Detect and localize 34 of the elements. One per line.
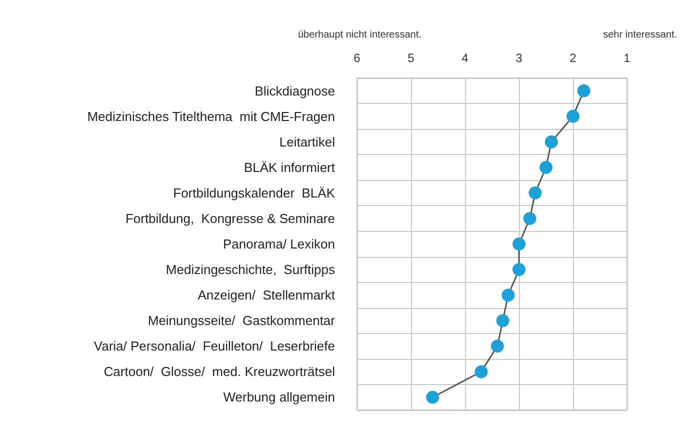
- point: [577, 84, 590, 98]
- y-tick-label: Blickdiagnose: [254, 83, 335, 98]
- y-tick-label: Leitartikel: [279, 134, 336, 150]
- point: [474, 365, 488, 378]
- y-tick-label: Varia/ Personalia/ Feuilleton/ Leserbriefe: [94, 338, 335, 354]
- y-tick-label: Panorama/ Lexikon: [222, 236, 335, 252]
- text: überhaupt nicht interessant.: [298, 30, 422, 40]
- point: [502, 288, 515, 302]
- point: [490, 340, 504, 353]
- point: [540, 160, 552, 174]
- x-tick-label: 6: [354, 51, 361, 65]
- point: [528, 186, 542, 200]
- text: sehr interessant.: [603, 30, 678, 40]
- y-tick-label: Fortbildungskalender BLÄK: [173, 185, 336, 200]
- point: [512, 238, 526, 250]
- y-tick-label: Werbung allgemein: [223, 390, 335, 405]
- y-tick-label: Fortbildung, Kongresse & Seminare: [125, 210, 335, 226]
- y-tick-label: BLÄK informiert: [244, 160, 336, 175]
- x-tick-label: 3: [516, 51, 523, 65]
- x-tick-label: 2: [570, 51, 577, 65]
- point: [566, 110, 580, 123]
- x-tick-label: 1: [624, 51, 631, 65]
- y-tick-label: Anzeigen/ Stellenmarkt: [198, 288, 336, 303]
- point: [496, 314, 510, 328]
- point: [544, 135, 558, 148]
- point: [523, 212, 536, 225]
- y-tick-label: Medizingeschichte, Surftipps: [166, 262, 336, 278]
- y-tick-label: Cartoon/ Glosse/ med. Kreuzworträtsel: [104, 364, 336, 380]
- point: [426, 390, 440, 404]
- y-tick-label: Medizinisches Titelthema mit CME-Fragen: [87, 108, 335, 124]
- point: [512, 263, 526, 276]
- y-tick-label: Meinungsseite/ Gastkommentar: [148, 313, 336, 328]
- x-tick-label: 5: [408, 51, 415, 65]
- x-tick-label: 4: [462, 51, 469, 65]
